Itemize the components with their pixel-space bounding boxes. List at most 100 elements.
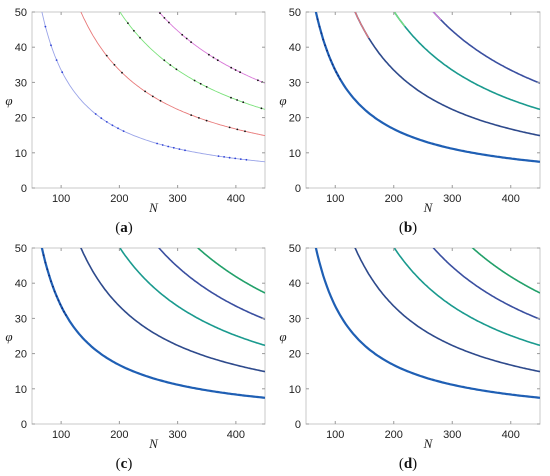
series-line-k3	[119, 248, 265, 347]
series-point-k2	[228, 126, 231, 129]
x-axis-label: N	[423, 436, 434, 451]
series-point-k1	[339, 78, 341, 80]
series-point-k1	[55, 295, 58, 297]
x-tick-label: 300	[443, 193, 461, 205]
series-line-k4	[157, 248, 265, 320]
x-tick-label: 100	[52, 429, 70, 441]
series-point-k1	[94, 113, 97, 115]
series-line-k3	[393, 248, 540, 347]
series-point-k3	[260, 107, 263, 110]
plot-area	[41, 12, 265, 163]
plot-frame	[305, 247, 541, 425]
x-tick-label: 300	[443, 429, 461, 441]
series-point-k1	[318, 25, 321, 28]
series-point-k1	[122, 130, 125, 133]
y-tick-label: 10	[15, 148, 27, 160]
series-point-k3	[175, 68, 178, 71]
plot-frame	[31, 247, 266, 425]
y-tick-label: 30	[289, 77, 301, 89]
series-lead-k3	[393, 12, 406, 27]
series-point-k1	[245, 158, 248, 161]
y-tick-label: 50	[15, 7, 27, 19]
series-point-k1	[61, 71, 64, 74]
series-point-k2	[205, 119, 208, 122]
series-line-k4	[432, 12, 540, 84]
series-line-k2	[354, 12, 540, 137]
series-point-k1	[228, 156, 231, 159]
x-tick-label: 200	[110, 193, 128, 205]
series-point-k1	[167, 145, 170, 148]
series-point-k1	[44, 25, 47, 28]
series-point-k4	[181, 33, 184, 36]
series-point-k2	[236, 128, 239, 131]
series-point-k1	[329, 59, 332, 61]
series-point-k1	[44, 261, 47, 264]
series-point-k1	[53, 290, 56, 293]
series-line-k1	[40, 248, 265, 399]
series-point-k4	[239, 71, 242, 74]
x-tick-label: 100	[326, 193, 344, 205]
series-line-k2	[354, 248, 540, 373]
series-point-k4	[234, 69, 237, 71]
series-point-k1	[59, 303, 62, 306]
series-point-k3	[242, 101, 245, 104]
series-line-k4	[158, 12, 265, 84]
series-line-k2	[80, 248, 265, 373]
series-point-k1	[324, 44, 326, 47]
series-point-k4	[212, 56, 215, 59]
series-line-k5	[471, 248, 540, 294]
series-point-k4	[230, 66, 233, 69]
series-point-k1	[117, 127, 119, 130]
x-tick-label: 400	[227, 193, 245, 205]
x-tick-label: 200	[385, 429, 403, 441]
series-point-k1	[320, 32, 323, 35]
y-tick-label: 30	[15, 313, 27, 325]
y-tick-label: 0	[295, 183, 301, 195]
series-line-k1	[314, 248, 540, 399]
panel-caption: (d)	[399, 456, 417, 472]
plot-area	[314, 12, 540, 163]
y-tick-label: 50	[289, 7, 301, 19]
series-point-k2	[198, 117, 200, 119]
x-tick-label: 200	[385, 193, 403, 205]
x-tick-label: 100	[52, 193, 70, 205]
series-point-k1	[327, 54, 330, 57]
y-tick-label: 40	[289, 278, 301, 290]
y-tick-label: 10	[289, 148, 301, 160]
series-point-k2	[113, 63, 116, 66]
series-point-k4	[190, 41, 193, 43]
x-axis-label: N	[148, 200, 159, 215]
series-point-k1	[156, 142, 159, 145]
x-tick-label: 300	[168, 193, 186, 205]
series-point-k1	[337, 74, 340, 77]
series-point-k1	[46, 268, 49, 271]
series-point-k1	[65, 314, 67, 316]
series-point-k1	[42, 254, 45, 257]
series-point-k1	[100, 117, 103, 120]
x-tick-label: 400	[227, 429, 245, 441]
x-tick-label: 300	[168, 429, 186, 441]
series-point-k3	[127, 22, 129, 24]
series-point-k3	[133, 29, 135, 32]
y-tick-label: 10	[15, 384, 27, 396]
panel-caption: (a)	[115, 220, 133, 236]
y-tick-label: 20	[289, 349, 301, 361]
series-point-k4	[163, 17, 166, 19]
series-point-k2	[105, 54, 108, 57]
y-axis-label: φ	[279, 93, 286, 108]
series-line-k5	[196, 248, 265, 294]
panel-caption: (c)	[116, 456, 133, 472]
series-line-k3	[393, 12, 540, 111]
series-point-k3	[199, 82, 202, 85]
y-tick-label: 0	[21, 183, 27, 195]
y-tick-label: 0	[21, 419, 27, 431]
series-point-k4	[257, 79, 259, 82]
series-point-k1	[161, 144, 164, 146]
series-point-k3	[169, 64, 172, 66]
plot-area	[40, 248, 265, 399]
series-point-k1	[55, 59, 58, 61]
series-line-k1	[41, 12, 265, 163]
series-point-k2	[144, 90, 147, 93]
panel-d: 100 200 300 400 0 10 20 30 40 50 Nφ (d)	[279, 243, 541, 472]
